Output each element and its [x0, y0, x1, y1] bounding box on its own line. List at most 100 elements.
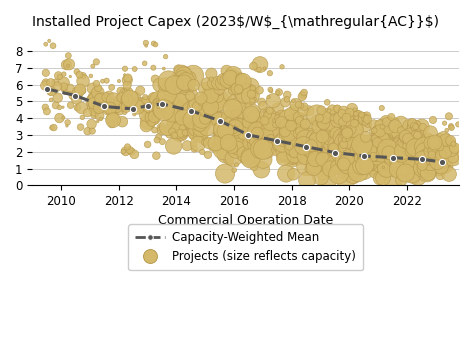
Point: [144, 119, 152, 125]
Point: [164, 92, 171, 98]
Point: [281, 151, 289, 156]
Point: [219, 139, 227, 144]
Point: [404, 134, 411, 140]
Point: [228, 145, 236, 151]
Point: [214, 118, 221, 123]
Point: [150, 65, 157, 71]
Point: [220, 126, 228, 131]
Point: [256, 137, 264, 142]
Point: [165, 107, 173, 113]
Point: [420, 160, 428, 166]
Point: [302, 149, 310, 155]
Point: [174, 121, 182, 126]
Point: [63, 62, 70, 68]
Point: [388, 133, 395, 139]
Point: [308, 143, 315, 148]
Point: [255, 67, 263, 72]
Point: [434, 159, 441, 165]
Point: [344, 158, 352, 163]
Point: [436, 162, 443, 168]
Point: [239, 158, 247, 164]
Point: [286, 135, 293, 141]
Point: [271, 128, 278, 134]
Point: [168, 105, 176, 111]
Point: [118, 95, 126, 100]
Point: [229, 74, 237, 80]
Point: [175, 129, 182, 135]
Point: [109, 98, 117, 104]
Point: [247, 155, 255, 161]
Point: [110, 111, 118, 117]
Point: [291, 144, 298, 149]
Point: [137, 103, 145, 108]
Point: [340, 161, 347, 167]
Point: [197, 120, 204, 125]
Point: [350, 148, 357, 153]
Point: [322, 127, 329, 133]
Point: [346, 118, 354, 124]
Point: [446, 141, 454, 147]
Point: [401, 170, 409, 176]
Point: [203, 93, 211, 98]
Point: [378, 149, 386, 155]
Point: [315, 146, 322, 151]
Point: [403, 142, 410, 148]
Point: [392, 151, 400, 157]
Point: [379, 172, 386, 178]
Point: [89, 98, 96, 104]
Point: [352, 111, 360, 117]
Point: [233, 146, 241, 151]
Point: [383, 119, 391, 125]
Point: [292, 102, 300, 108]
Point: [230, 155, 237, 161]
Point: [121, 97, 129, 103]
Point: [258, 167, 265, 173]
Point: [195, 105, 202, 110]
Point: [383, 157, 390, 162]
Point: [144, 142, 151, 147]
Point: [292, 134, 300, 140]
Point: [343, 115, 350, 120]
Point: [437, 153, 445, 158]
Point: [150, 109, 157, 115]
Point: [381, 163, 388, 169]
Point: [167, 129, 174, 135]
Point: [342, 157, 349, 163]
Point: [160, 66, 168, 71]
Point: [253, 125, 261, 131]
Point: [47, 91, 55, 97]
Point: [369, 152, 377, 158]
Point: [373, 154, 380, 160]
Point: [368, 152, 375, 157]
Point: [373, 129, 381, 135]
Point: [300, 136, 308, 141]
Point: [380, 135, 388, 141]
Point: [399, 142, 407, 147]
Point: [122, 91, 129, 96]
Point: [442, 152, 449, 157]
Point: [159, 139, 166, 144]
Point: [87, 73, 95, 79]
Point: [426, 154, 433, 159]
Point: [394, 126, 401, 132]
Point: [431, 151, 439, 156]
Point: [429, 146, 437, 152]
Point: [298, 94, 306, 99]
Point: [190, 73, 197, 78]
Point: [245, 141, 253, 146]
Point: [423, 165, 430, 171]
Point: [228, 74, 236, 80]
Point: [135, 102, 142, 108]
Point: [190, 82, 197, 88]
Point: [294, 131, 302, 136]
Point: [191, 101, 199, 106]
Point: [450, 141, 457, 147]
Point: [168, 129, 176, 134]
Point: [311, 156, 319, 162]
Point: [244, 120, 252, 125]
Point: [274, 90, 282, 95]
Point: [158, 128, 165, 133]
Point: [399, 149, 406, 155]
Point: [335, 171, 342, 177]
Point: [301, 121, 309, 127]
